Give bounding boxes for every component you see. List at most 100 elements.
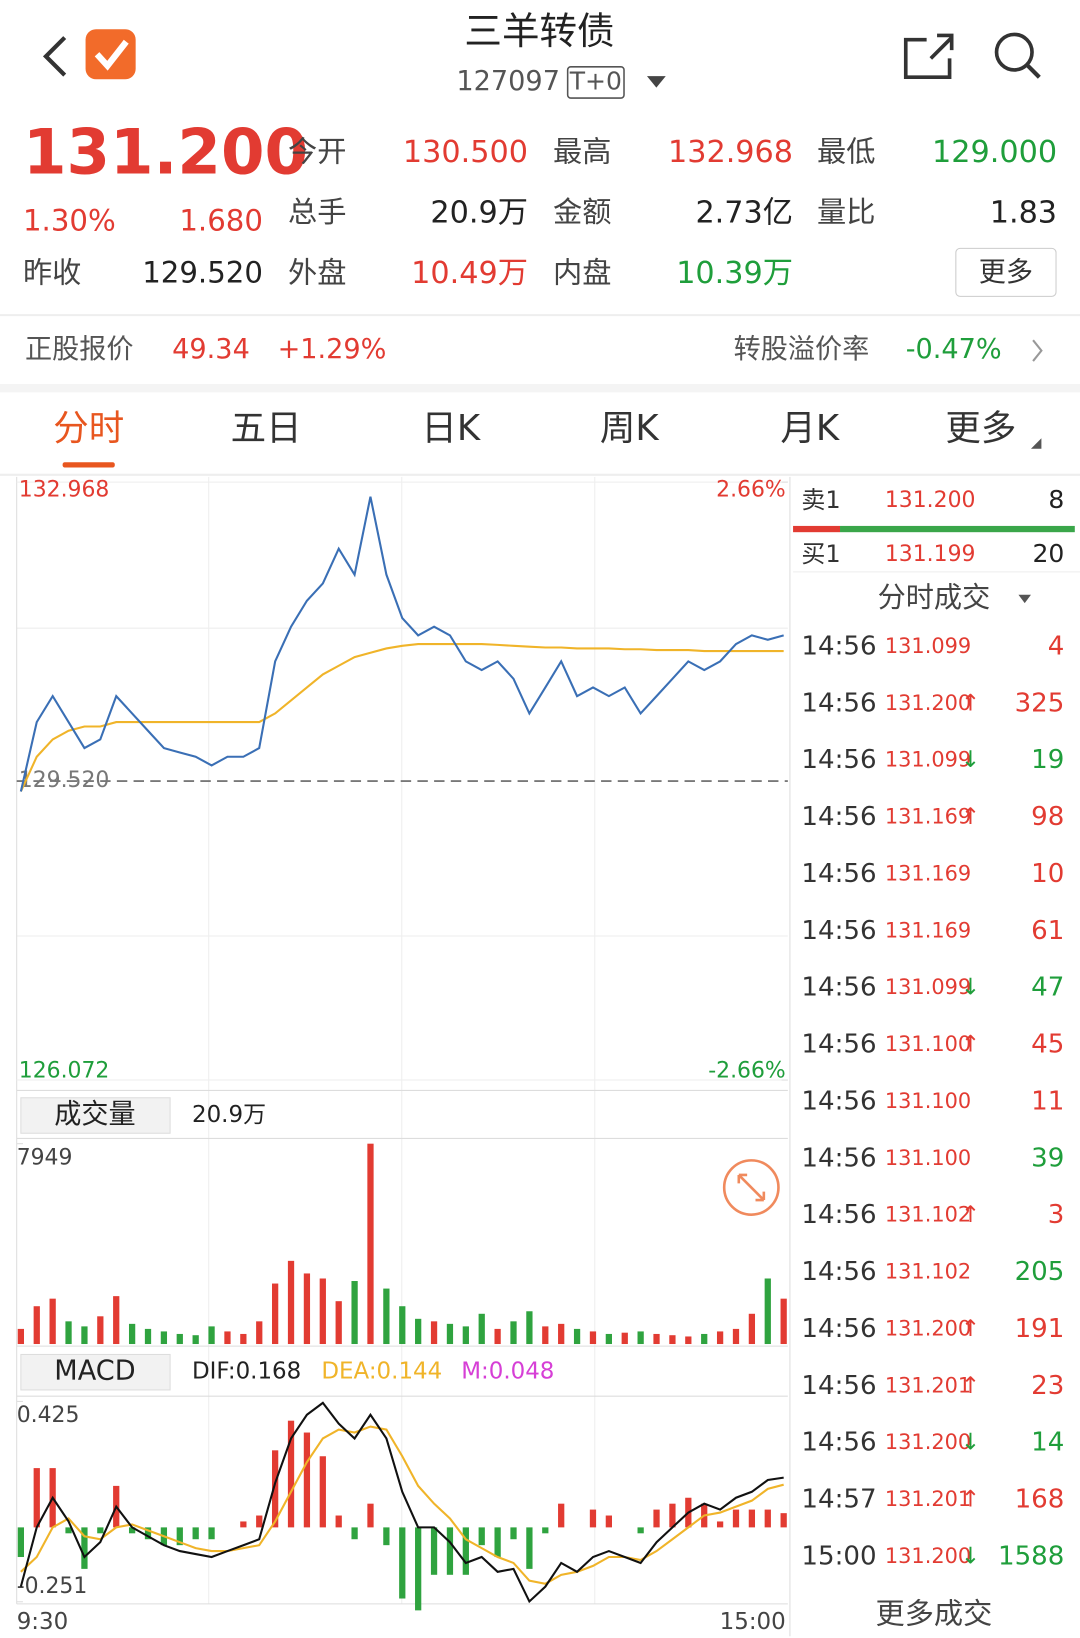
volume-bar [144,1328,152,1345]
title: 三羊转债 [464,9,614,53]
macd-bar [335,1515,342,1528]
trade-arrow: ↑ [961,1373,980,1399]
macd-bar [446,1527,454,1575]
volume-bar [383,1288,390,1345]
volume-bar [764,1278,771,1345]
field-label: 量比 [817,195,875,229]
trades-title: 分时成交 [878,581,991,614]
trade-time: 14:56 [801,802,876,832]
macd-bar [303,1432,311,1528]
volume-bar [160,1331,168,1345]
volume-bar [272,1283,279,1345]
y-tick-label: 7949 [17,1145,73,1170]
field-value: 1.83 [990,195,1057,230]
volume-bar [462,1326,469,1345]
field-label: 总手 [288,195,346,229]
expand-button[interactable] [722,1159,780,1216]
volume-bar [558,1323,565,1345]
trade-time: 14:56 [801,973,876,1003]
trade-arrow: ↑ [961,1032,980,1058]
y2-tick-label: 2.66% [716,477,786,502]
tab[interactable]: 周K [600,408,659,449]
chevron[interactable] [1032,339,1043,362]
macd-bar [653,1509,660,1528]
volume-bar [685,1336,692,1345]
macd-bar [208,1527,215,1540]
code: 127097 [456,66,560,97]
trade-volume: 19 [1031,745,1064,775]
dropdown-icon[interactable] [1018,594,1031,604]
volume-bar [17,1328,25,1345]
trade-time: 14:56 [801,745,876,775]
x-tick-label: 9:30 [17,1609,69,1635]
y-tick-label: 132.968 [19,477,110,502]
trade-price: 131.200 [885,691,971,715]
trade-price: 131.100 [885,1032,971,1056]
volume-bar [589,1331,597,1345]
app-icon[interactable] [85,29,136,80]
volume-bar [573,1328,581,1345]
dif-line [19,1401,784,1604]
volume-tab[interactable] [20,1097,171,1134]
field-value: 129.000 [932,135,1057,170]
macd-bar [144,1527,152,1540]
search-button[interactable] [994,32,1034,72]
trade-price: 131.099 [885,975,971,999]
trade-volume: 168 [1015,1485,1065,1515]
macd-bar [367,1503,374,1528]
tab[interactable]: 月K [780,408,839,449]
trade-volume: 191 [1015,1314,1065,1344]
volume-bar [367,1143,374,1345]
macd-bar [558,1503,565,1528]
macd-bar [605,1515,612,1528]
trade-time: 14:56 [801,916,876,946]
trade-arrow: ↓ [961,747,980,773]
trade-time: 14:56 [801,631,876,661]
volume-bar [128,1323,136,1345]
share-button[interactable] [903,33,954,80]
trade-volume: 325 [1015,688,1065,718]
stock-label: 正股报价 [25,334,134,365]
trade-arrow: ↑ [961,1202,980,1228]
more-trades[interactable]: 更多成交 [876,1596,993,1630]
macd-bar [494,1527,501,1558]
macd-bar [669,1503,676,1528]
trade-time: 14:56 [801,1371,876,1401]
trade-arrow: ↑ [961,1316,980,1342]
more-button[interactable] [955,247,1057,297]
trade-time: 15:00 [801,1541,876,1571]
macd-bar [128,1527,136,1534]
field-label: 最高 [553,134,611,168]
macd-bar [430,1527,438,1575]
back-button[interactable] [42,36,67,77]
trade-price: 131.099 [885,634,971,658]
dropdown-icon[interactable] [646,76,666,88]
volume-bar [33,1306,40,1345]
tab[interactable]: 分时 [53,408,124,449]
book-ratio-green [840,525,1075,533]
macd-tab[interactable] [20,1353,171,1391]
trade-volume: 47 [1031,973,1064,1003]
trade-volume: 205 [1015,1257,1065,1287]
macd-bar [526,1527,533,1569]
field-label: 外盘 [288,255,346,289]
trade-time: 14:56 [801,859,876,889]
tab[interactable]: 五日 [231,408,302,449]
volume-bar [415,1318,422,1345]
trade-volume: 11 [1031,1086,1064,1116]
macd-bar [748,1509,756,1528]
volume-bar [351,1281,358,1345]
tab[interactable]: 更多 [945,408,1016,449]
field-value: 130.500 [403,135,528,170]
trade-time: 14:56 [801,1086,876,1116]
volume-total: 20.9万 [192,1102,266,1128]
volume-bar [780,1298,787,1345]
macd-bar [351,1527,358,1540]
app-icon-check [94,39,129,71]
volume-bar [208,1326,215,1345]
book-volume: 8 [1048,485,1064,514]
volume-bar [605,1333,612,1345]
tab[interactable]: 日K [421,408,480,449]
volume-bar [653,1333,660,1345]
